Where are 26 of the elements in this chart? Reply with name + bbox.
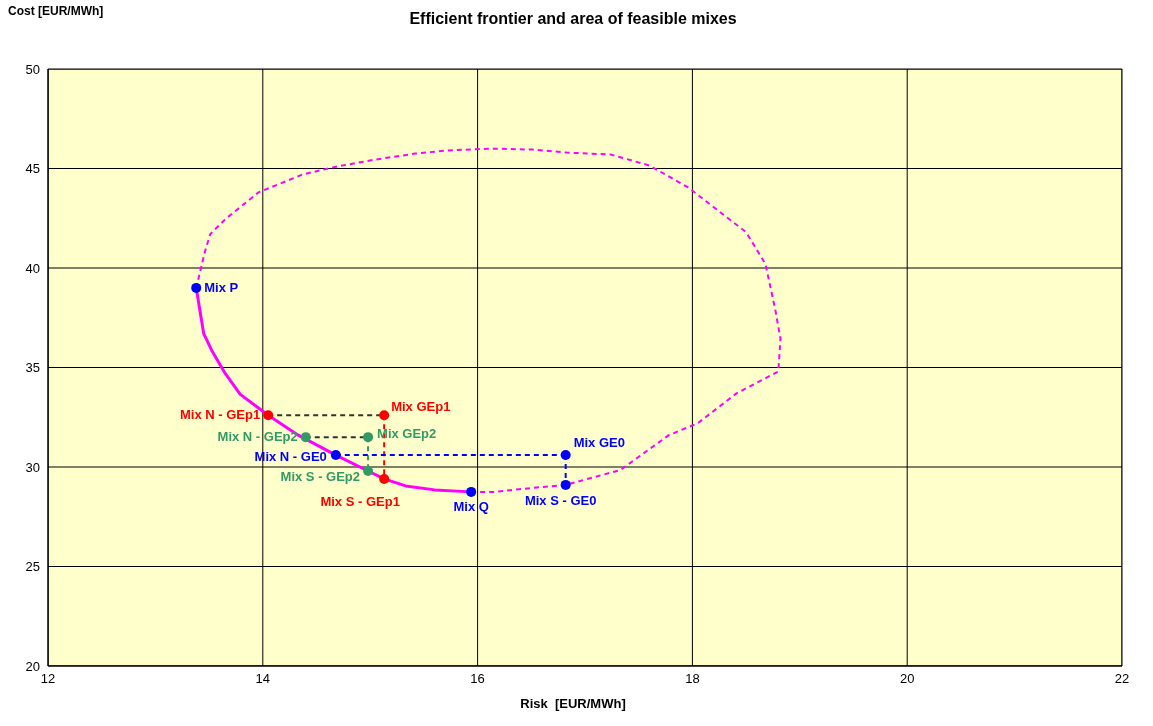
y-tick-label: 35 [25,360,40,376]
y-tick-label: 40 [25,260,40,276]
x-tick-label: 16 [470,671,485,687]
y-tick-label: 30 [25,459,40,475]
y-axis-title: Cost [EUR/MWh] [8,4,104,18]
x-tick-label: 12 [40,671,56,687]
series-label: Mix S - GE0 [524,492,597,508]
series-label: Mix S - GEp2 [280,468,361,484]
y-tick-label: 25 [25,559,40,575]
series-label: Mix Q [453,498,489,514]
x-axis-title: Risk [EUR/MWh] [519,696,627,711]
x-tick-label: 22 [1114,671,1130,687]
series-label: Mix S - GEp1 [320,493,400,509]
series-label: Mix GEp1 [391,399,451,415]
series-label: Mix GE0 [573,435,625,451]
y-tick-label: 45 [25,161,40,177]
chart-title: Efficient frontier and area of feasible mixes [409,10,737,27]
x-tick-label: 14 [255,671,271,687]
series-label: Mix GEp2 [377,426,437,442]
series-label: Mix P [204,279,239,295]
y-tick-label: 20 [25,658,40,674]
x-tick-label: 18 [685,671,700,687]
series-label: Mix N - GEp1 [179,407,261,423]
series-label: Mix N - GEp2 [217,429,298,445]
x-tick-label: 20 [899,671,915,687]
y-tick-label: 50 [25,61,40,77]
